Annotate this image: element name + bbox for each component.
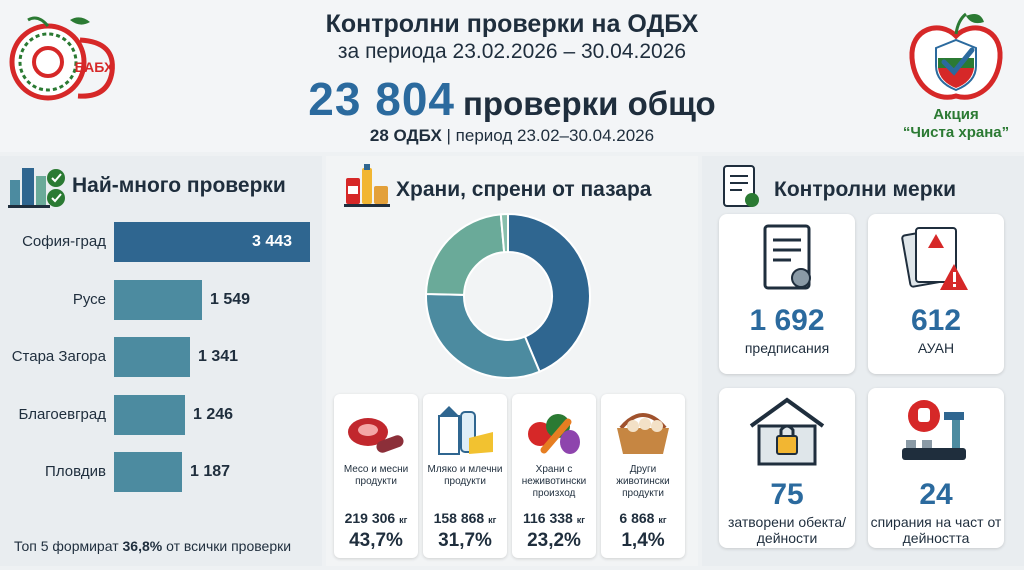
measure-label: спирания на част от дейността xyxy=(870,514,1002,546)
food-card-percent: 43,7% xyxy=(349,530,403,551)
bar-label: Русе xyxy=(72,290,106,308)
food-card-label: Месо и месни продукти xyxy=(343,464,409,487)
donut-slice xyxy=(425,213,506,296)
logo-line-2: “Чиста храна” xyxy=(902,124,1010,141)
odbh-period: | период 23.02–30.04.2026 xyxy=(441,126,655,145)
meat-icon xyxy=(348,418,404,453)
bar xyxy=(114,337,190,377)
bar-label: Стара Загора xyxy=(11,348,106,365)
food-card-percent: 31,7% xyxy=(438,530,492,551)
removed-foods-title: Храни, спрени от пазара xyxy=(396,178,652,201)
footnote-pre: Топ 5 формират xyxy=(14,538,123,554)
bar-label: Пловдив xyxy=(45,463,106,480)
measure-card: 24 спирания на част от дейността xyxy=(868,388,1004,548)
measure-card: 612 АУАН xyxy=(868,214,1004,374)
odbh-subline: 28 ОДБХ | период 23.02–30.04.2026 xyxy=(0,126,1024,146)
bar-value-label: 1 341 xyxy=(198,348,239,365)
bar-value-label: 1 187 xyxy=(190,463,231,480)
food-card: Месо и месни продукти 219 306 кг 43,7% xyxy=(334,394,418,558)
donut-slice xyxy=(499,212,509,254)
food-card-unit: кг xyxy=(399,515,408,525)
odbh-count: 28 ОДБХ xyxy=(369,126,442,145)
bar xyxy=(114,279,202,320)
control-measures-title: Контролни мерки xyxy=(774,178,956,201)
basket-icon xyxy=(617,413,669,454)
measure-label: затворени обекта/дейности xyxy=(727,514,847,546)
bar-value-label: 1 246 xyxy=(193,405,234,423)
food-card-kg-value: 6 868 xyxy=(619,510,655,526)
certificate-icon xyxy=(763,224,811,290)
document-icon xyxy=(723,165,759,207)
food-card-kg: 219 306 кг xyxy=(334,510,418,526)
babh-logo: БАБХ xyxy=(8,12,126,104)
top5-footnote: Топ 5 формират 36,8% от всички проверки xyxy=(14,538,291,554)
clean-food-logo-text: Акция “Чиста храна” xyxy=(900,106,1012,142)
food-card-kg: 116 338 кг xyxy=(512,510,596,526)
bar-label: София-град xyxy=(22,233,106,250)
measure-card: 75 затворени обекта/дейности xyxy=(719,388,855,548)
bar xyxy=(114,452,182,492)
city-buildings-icon xyxy=(8,168,65,208)
footnote-post: от всички проверки xyxy=(162,538,292,554)
measure-number: 24 xyxy=(919,478,953,511)
header: БАБХ Контролни проверки на ОДБХ за перио… xyxy=(0,0,1024,152)
donut-slice xyxy=(507,212,591,373)
groceries-icon xyxy=(344,164,390,207)
food-card-unit: кг xyxy=(488,515,497,525)
food-card-kg-value: 219 306 xyxy=(344,510,396,526)
removed-foods-donut-chart xyxy=(425,212,591,379)
bar xyxy=(114,222,310,262)
measure-number: 612 xyxy=(910,304,962,337)
milk-icon xyxy=(438,406,493,455)
total-label: проверки общо xyxy=(463,85,716,122)
food-card: Други животински продукти 6 868 кг 1,4% xyxy=(601,394,685,558)
donut-slice xyxy=(425,292,541,379)
bar xyxy=(114,394,185,435)
bar-value-label: 1 549 xyxy=(210,290,251,308)
food-card-unit: кг xyxy=(658,515,667,525)
logo-line-1: Акция xyxy=(933,106,979,123)
clean-food-logo: Акция “Чиста храна” xyxy=(900,10,1012,150)
top-regions-title: Най-много проверки xyxy=(72,174,286,197)
vegetables-icon xyxy=(528,414,580,454)
footnote-percent: 36,8% xyxy=(122,538,163,554)
bar-value-label: 3 443 xyxy=(252,233,293,250)
page-title: Контролни проверки на ОДБХ xyxy=(325,10,699,38)
food-card-kg: 6 868 кг xyxy=(601,510,685,526)
food-card-percent: 23,2% xyxy=(527,530,581,551)
locked-building-icon xyxy=(749,397,825,466)
stop-production-icon xyxy=(902,400,966,460)
bar-label: Благоевград xyxy=(18,405,106,423)
measure-card: 1 692 предписания xyxy=(719,214,855,374)
food-card: Мляко и млечни продукти 158 868 кг 31,7% xyxy=(423,394,507,558)
food-card-label: Мляко и млечни продукти xyxy=(427,464,503,487)
food-card-label: Храни с неживотински произход xyxy=(521,464,587,499)
period-subtitle: за периода 23.02.2026 – 30.04.2026 xyxy=(337,40,687,63)
food-card-kg-value: 158 868 xyxy=(433,510,485,526)
warning-documents-icon xyxy=(901,227,968,290)
measure-label: АУАН xyxy=(917,340,955,356)
food-card-label: Други животински продукти xyxy=(616,464,670,499)
food-card: Храни с неживотински произход 116 338 кг 2… xyxy=(512,394,596,558)
measure-label: предписания xyxy=(744,340,830,356)
food-card-kg-value: 116 338 xyxy=(523,510,573,526)
measure-number: 75 xyxy=(770,478,804,511)
total-number: 23 804 xyxy=(308,73,455,125)
measure-number: 1 692 xyxy=(749,304,825,337)
food-card-percent: 1,4% xyxy=(621,530,665,551)
food-card-kg: 158 868 кг xyxy=(423,510,507,526)
food-card-unit: кг xyxy=(576,515,585,525)
total-checks: 23 804 проверки общо xyxy=(0,72,1024,126)
babh-logo-text: БАБХ xyxy=(75,59,114,75)
